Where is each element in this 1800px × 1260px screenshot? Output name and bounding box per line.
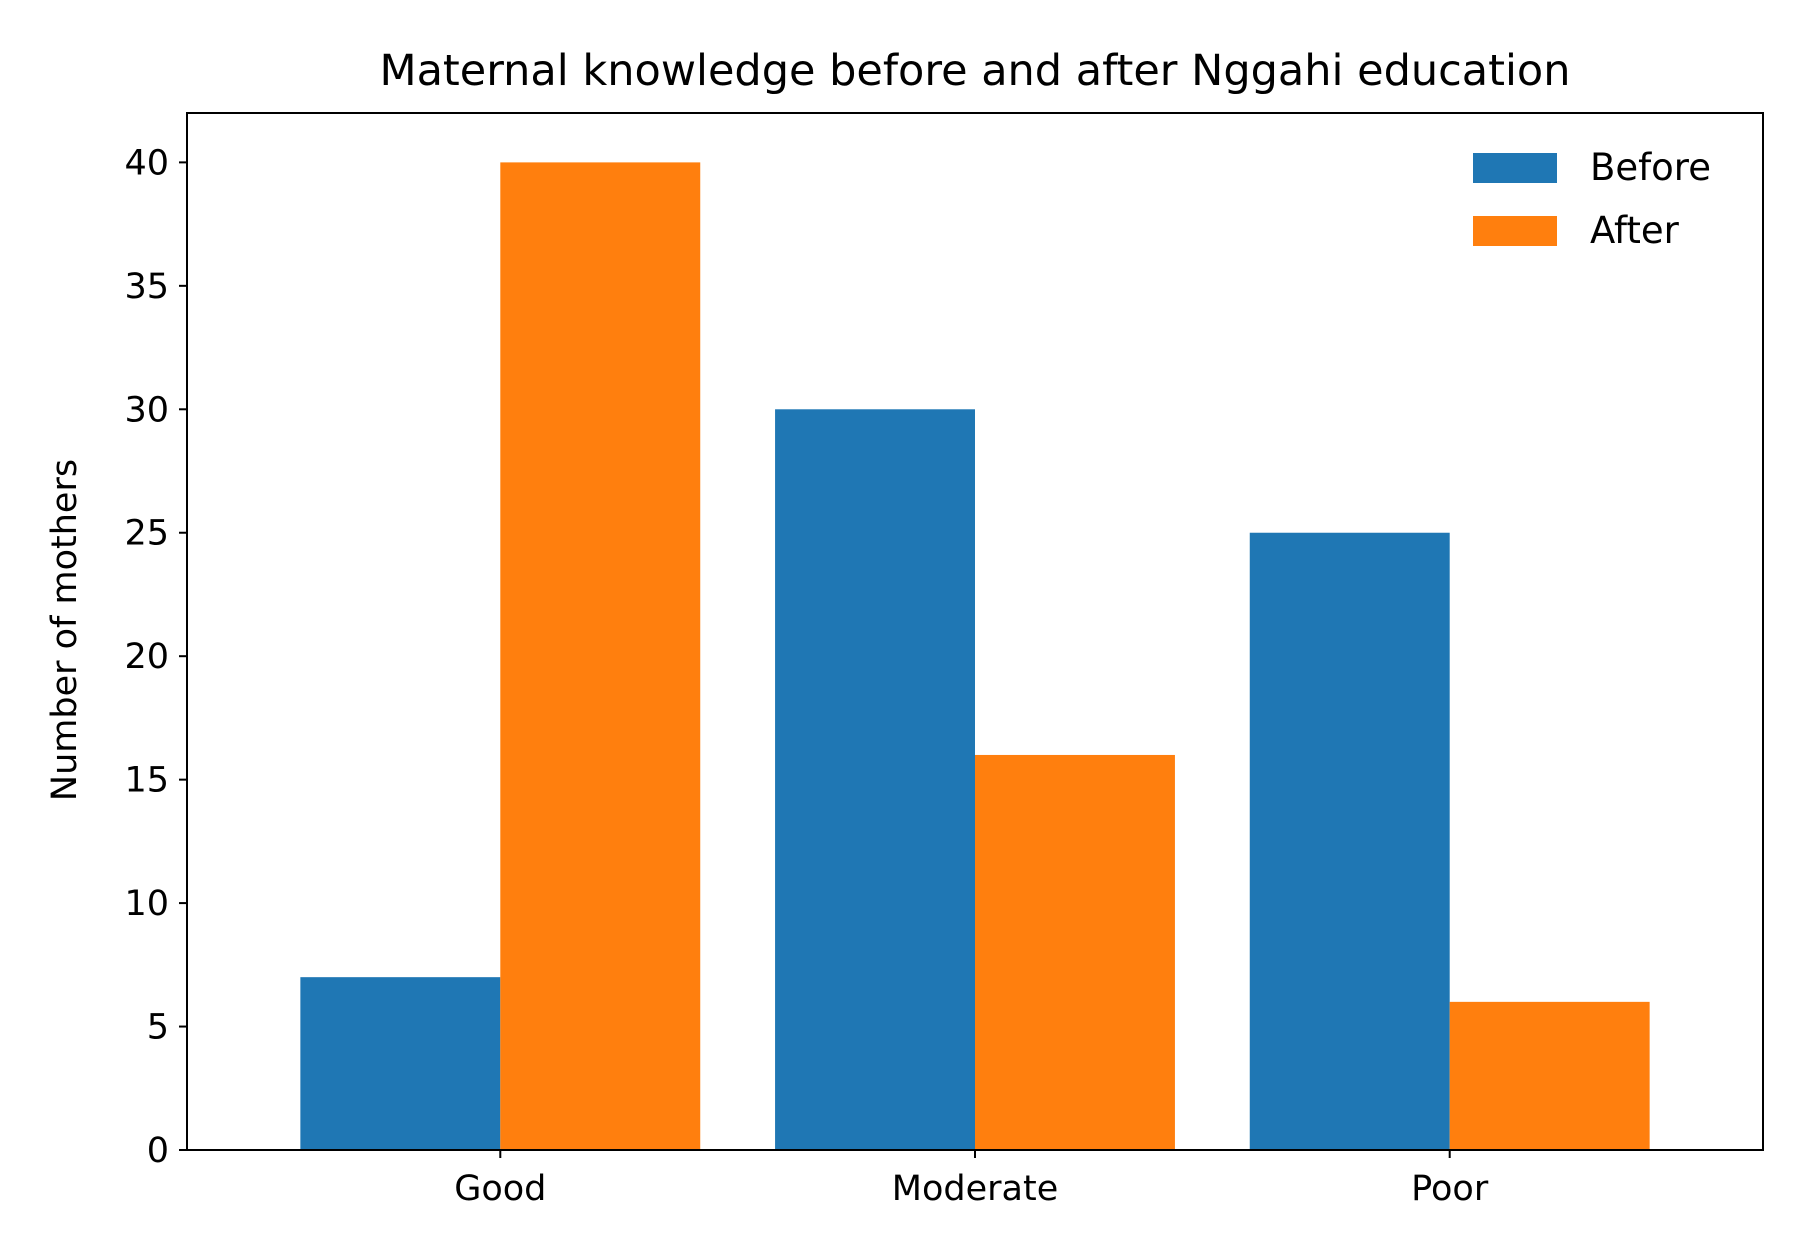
y-tick-label: 15	[124, 761, 169, 801]
bar-after-good	[500, 162, 701, 1150]
bar-after-poor	[1449, 1001, 1650, 1150]
y-tick-label: 30	[124, 390, 169, 430]
x-tick-label: Poor	[1411, 1169, 1489, 1209]
y-tick-label: 35	[124, 267, 169, 307]
y-axis: 0 5 10 15 20 25 30 35 40	[124, 143, 187, 1171]
y-tick-label: 20	[124, 637, 169, 677]
x-tick-label: Good	[454, 1169, 546, 1209]
bar-after-moderate	[975, 754, 1175, 1150]
legend-label-before: Before	[1590, 146, 1711, 189]
y-tick-label: 40	[124, 143, 169, 183]
legend: Before After	[1473, 146, 1711, 252]
legend-swatch-before	[1473, 153, 1557, 183]
y-axis-label: Number of mothers	[45, 459, 85, 801]
x-tick-label: Moderate	[892, 1169, 1058, 1209]
y-tick-label: 0	[147, 1131, 169, 1171]
legend-swatch-after	[1473, 216, 1557, 246]
bar-before-poor	[1249, 532, 1450, 1150]
y-tick-label: 5	[147, 1008, 169, 1048]
chart-title: Maternal knowledge before and after Ngga…	[379, 46, 1570, 96]
bar-before-good	[300, 977, 501, 1150]
y-tick-label: 25	[124, 514, 169, 554]
y-tick-label: 10	[124, 884, 169, 924]
x-axis: Good Moderate Poor	[454, 1150, 1489, 1209]
bars-layer	[300, 162, 1650, 1150]
legend-label-after: After	[1590, 209, 1680, 252]
bar-before-moderate	[775, 409, 975, 1150]
plot-frame	[186, 112, 1764, 1151]
